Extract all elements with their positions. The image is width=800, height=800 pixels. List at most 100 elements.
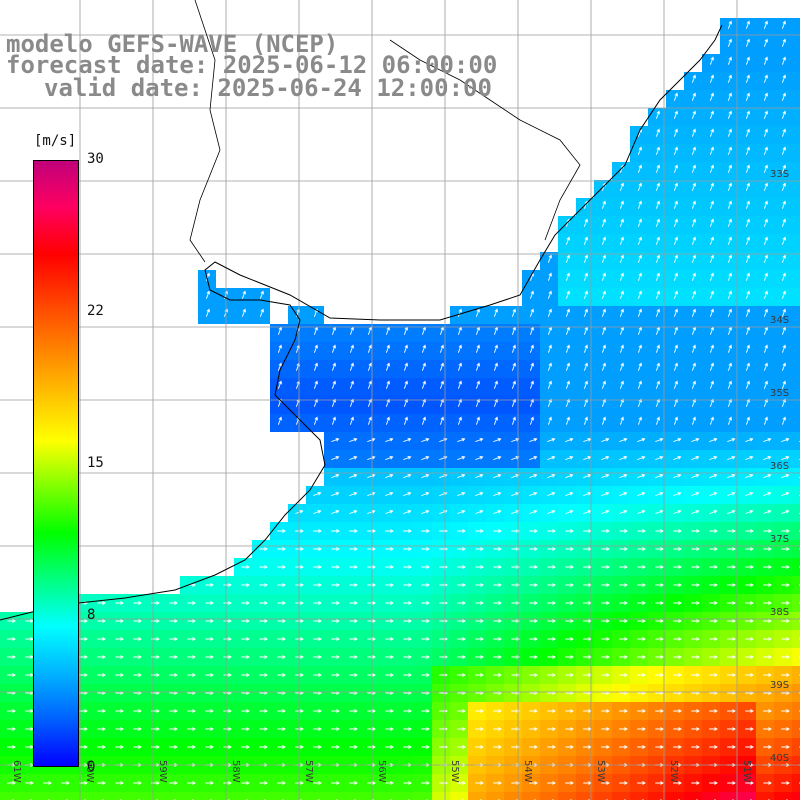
wind-arrow <box>529 655 538 659</box>
wind-arrow <box>457 308 462 317</box>
wind-arrow <box>547 601 556 605</box>
wind-arrow <box>727 673 736 677</box>
wind-arrow <box>367 456 376 461</box>
wind-arrow <box>7 709 16 713</box>
wind-arrow <box>781 637 790 641</box>
wind-arrow <box>457 510 466 515</box>
wind-arrow <box>565 510 574 515</box>
wind-arrow <box>673 637 682 641</box>
wind-arrow <box>475 619 484 623</box>
colorbar <box>33 160 79 767</box>
wind-arrow <box>709 128 714 137</box>
wind-arrow <box>619 272 624 281</box>
wind-arrow <box>565 362 570 371</box>
wind-arrow <box>7 673 16 677</box>
wind-arrow <box>673 529 682 533</box>
wind-arrow <box>745 492 754 497</box>
wind-arrow <box>655 236 660 245</box>
wind-arrow <box>457 529 466 533</box>
wind-arrow <box>331 547 340 551</box>
wind-arrow <box>655 510 664 515</box>
wind-arrow <box>691 254 696 263</box>
wind-arrow <box>547 727 556 731</box>
wind-arrow <box>349 362 354 371</box>
wind-arrow <box>781 474 790 479</box>
wind-arrow <box>169 673 178 677</box>
wind-arrow <box>313 380 318 389</box>
wind-arrow <box>655 637 664 641</box>
wind-arrow <box>565 344 570 353</box>
wind-arrow <box>745 74 750 83</box>
wind-arrow <box>403 727 412 731</box>
wind-arrow <box>781 164 786 173</box>
colorbar-tick: 22 <box>87 303 104 319</box>
wind-arrow <box>763 272 768 281</box>
wind-arrow <box>493 655 502 659</box>
wind-arrow <box>511 456 520 461</box>
wind-arrow <box>529 529 538 533</box>
wind-arrow <box>781 438 790 443</box>
wind-arrow <box>565 709 574 713</box>
wind-arrow <box>745 344 750 353</box>
wind-arrow <box>223 601 232 605</box>
wind-arrow <box>313 655 322 659</box>
wind-arrow <box>763 146 768 155</box>
wind-arrow <box>601 308 606 317</box>
wind-arrow <box>151 601 160 605</box>
wind-arrow <box>349 583 358 587</box>
wind-arrow <box>205 272 210 281</box>
wind-arrow <box>457 709 466 713</box>
wind-arrow <box>709 438 718 443</box>
wind-arrow <box>313 673 322 677</box>
wind-arrow <box>745 290 750 299</box>
wind-arrow <box>439 380 444 389</box>
wind-arrow <box>673 456 682 461</box>
wind-arrow <box>475 398 480 407</box>
wind-arrow <box>313 601 322 605</box>
wind-arrow <box>529 583 538 587</box>
wind-arrow <box>727 362 732 371</box>
wind-arrow <box>349 727 358 731</box>
wind-arrow <box>277 380 282 389</box>
wind-arrow <box>709 583 718 587</box>
wind-arrow <box>205 745 214 749</box>
wind-arrow <box>151 619 160 623</box>
wind-arrow <box>691 344 696 353</box>
wind-arrow <box>457 655 466 659</box>
wind-arrow <box>709 474 718 479</box>
wind-cell <box>648 792 666 800</box>
wind-arrow <box>601 380 606 389</box>
wind-arrow <box>547 474 556 479</box>
wind-arrow <box>745 272 750 281</box>
wind-arrow <box>637 290 642 299</box>
wind-arrow <box>637 781 646 785</box>
wind-arrow <box>619 416 624 425</box>
wind-arrow <box>277 781 286 785</box>
wind-arrow <box>745 380 750 389</box>
wind-arrow <box>367 510 376 515</box>
wind-arrow <box>493 565 502 569</box>
wind-arrow <box>205 290 210 299</box>
wind-cell <box>540 792 558 800</box>
wind-arrow <box>475 727 484 731</box>
wind-arrow <box>349 709 358 713</box>
wind-arrow <box>637 619 646 623</box>
wind-arrow <box>277 547 286 551</box>
wind-arrow <box>781 110 786 119</box>
wind-arrow <box>277 673 286 677</box>
wind-arrow <box>331 781 340 785</box>
wind-arrow <box>529 492 538 497</box>
wind-cell <box>792 90 800 108</box>
wind-arrow <box>331 456 340 461</box>
wind-arrow <box>583 362 588 371</box>
wind-arrow <box>385 781 394 785</box>
wind-arrow <box>727 398 732 407</box>
wind-arrow <box>205 619 214 623</box>
wind-arrow <box>709 290 714 299</box>
wind-arrow <box>331 583 340 587</box>
wind-arrow <box>673 398 678 407</box>
wind-arrow <box>709 272 714 281</box>
wind-arrow <box>367 673 376 677</box>
wind-arrow <box>367 492 376 497</box>
